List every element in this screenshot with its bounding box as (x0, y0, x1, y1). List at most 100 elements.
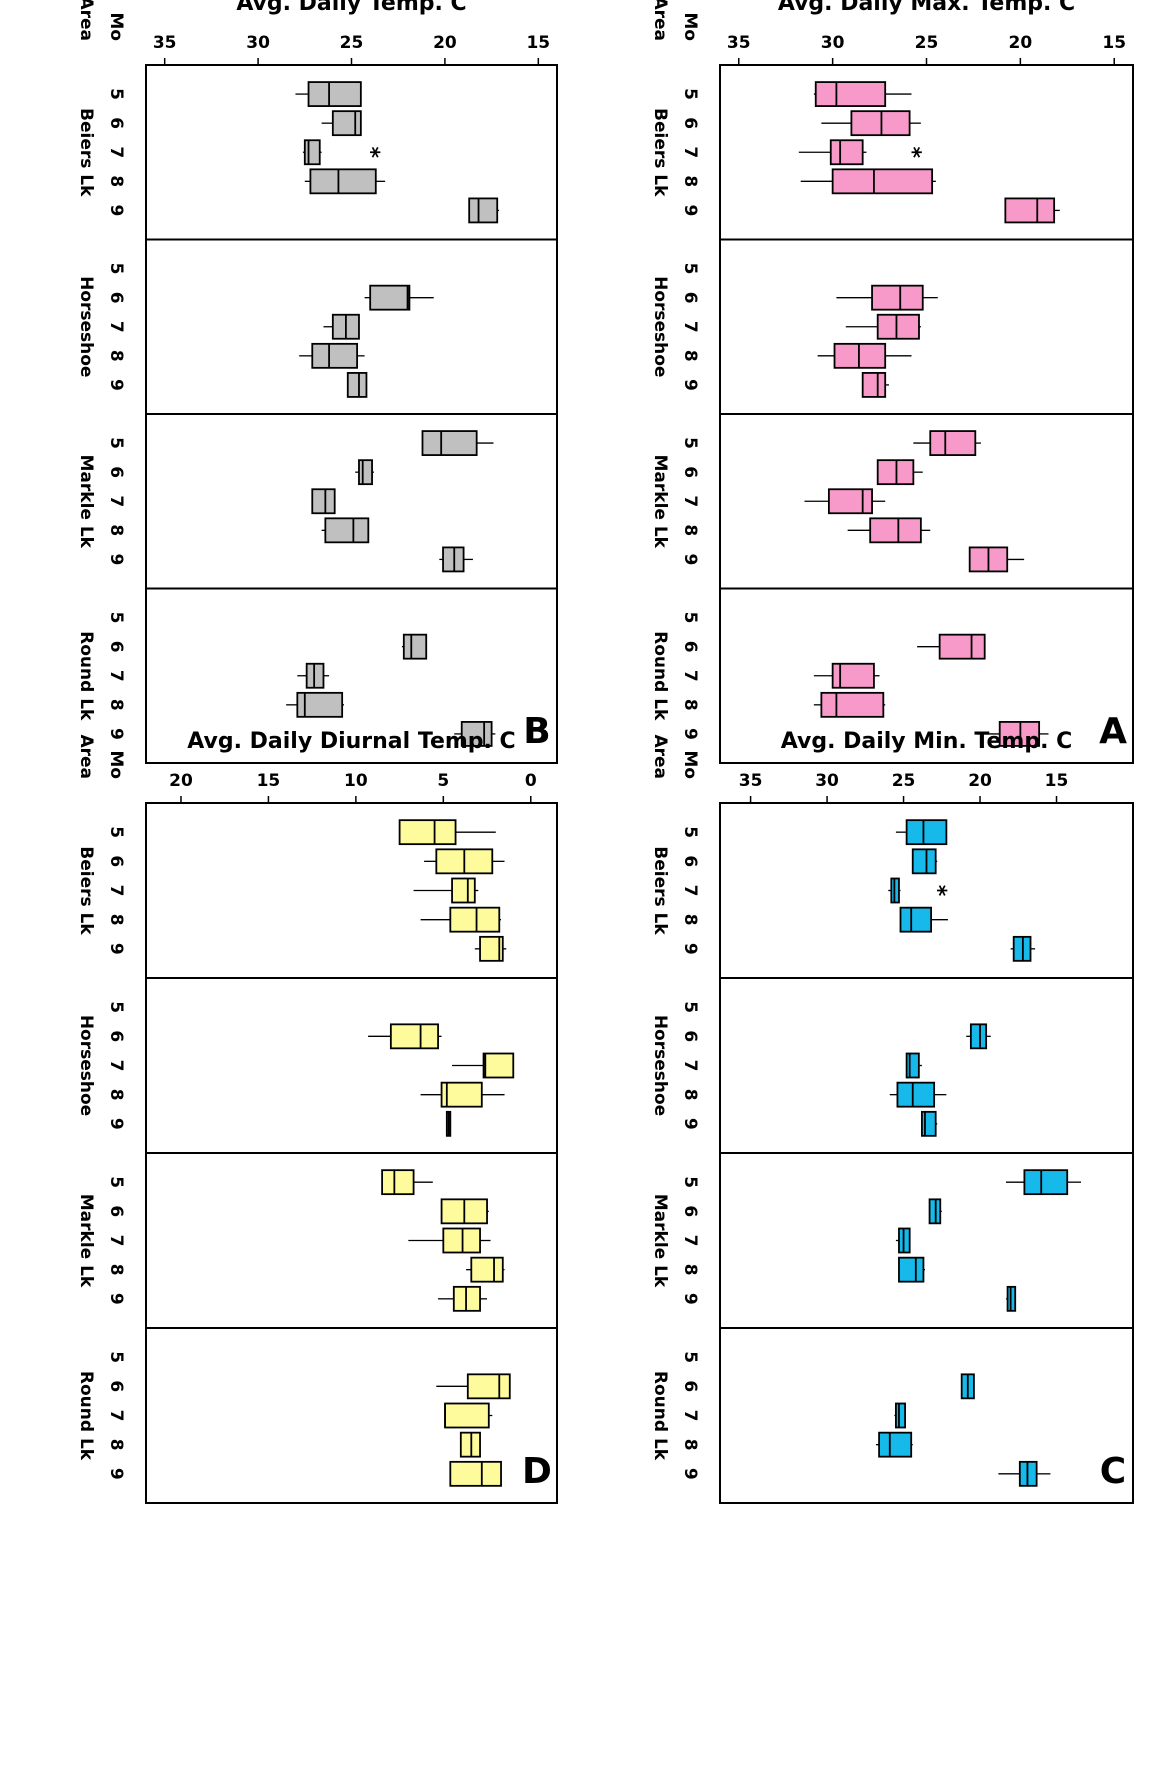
box (869, 517, 922, 544)
month-label: 9 (680, 1468, 700, 1480)
month-label: 6 (106, 117, 126, 129)
y-tick-label: 25 (915, 33, 939, 53)
y-tick-label: 20 (433, 33, 457, 53)
month-label: 5 (106, 612, 126, 624)
panel-b: 15 20 25 30 35 Avg. Daily Temp. C Mo Area B Beier… (76, 0, 558, 764)
area-label: Horseshoe (76, 1015, 96, 1116)
box (876, 459, 915, 486)
box (440, 1081, 483, 1108)
box (1004, 197, 1056, 224)
month-label: 7 (106, 1060, 126, 1072)
xlabel-mo: Mo (106, 750, 126, 779)
month-label: 6 (680, 1205, 700, 1217)
month-label: 9 (680, 553, 700, 565)
box (466, 1373, 511, 1400)
area-label: Beiers Lk (76, 846, 96, 935)
month-label: 5 (680, 612, 700, 624)
box (421, 430, 478, 456)
month-label: 9 (106, 728, 126, 740)
month-label: 8 (106, 1264, 126, 1276)
box (938, 633, 986, 660)
y-tick-label: 30 (821, 33, 845, 53)
box (871, 284, 924, 311)
area-label: Beiers Lk (650, 846, 670, 935)
month-label: 7 (680, 146, 700, 158)
area-label: Beiers Lk (650, 108, 670, 197)
area-label: Horseshoe (650, 1015, 670, 1116)
month-label: 9 (106, 204, 126, 216)
box (899, 906, 932, 933)
month-label: 6 (680, 855, 700, 867)
y-axis-title: Avg. Daily Diurnal Temp. C (187, 729, 515, 754)
box (831, 168, 934, 195)
area-label: Round Lk (650, 631, 670, 721)
area-label: Markle Lk (76, 1194, 96, 1288)
box (969, 1023, 988, 1050)
panel-label: D (522, 1451, 552, 1492)
month-label: 9 (106, 553, 126, 565)
month-label: 6 (106, 641, 126, 653)
xlabel-area: Area (76, 0, 96, 41)
month-label: 5 (680, 1176, 700, 1188)
panel-a: 15 20 25 30 35 Avg. Daily Max. Temp. C Mo Area A… (650, 0, 1134, 764)
xlabel-mo: Mo (680, 750, 700, 779)
y-tick-label: 35 (739, 771, 763, 791)
month-label: 9 (106, 1118, 126, 1130)
month-label: 5 (106, 826, 126, 838)
month-label: 9 (680, 379, 700, 391)
box (311, 488, 336, 515)
area-label: Round Lk (76, 631, 96, 721)
month-label: 6 (680, 1030, 700, 1042)
month-label: 8 (106, 1089, 126, 1101)
month-label: 9 (680, 728, 700, 740)
box (998, 721, 1041, 747)
y-tick-label: 0 (525, 771, 537, 791)
month-label: 7 (680, 670, 700, 682)
panel-label: A (1099, 711, 1127, 752)
box (820, 691, 885, 718)
y-axis-title: Avg. Daily Temp. C (236, 0, 466, 16)
month-label: 6 (680, 117, 700, 129)
box (898, 1256, 925, 1283)
box (311, 342, 359, 369)
box (444, 1402, 490, 1429)
box (470, 1256, 504, 1283)
area-label: Markle Lk (650, 1194, 670, 1288)
box (850, 110, 911, 137)
month-label: 7 (680, 1235, 700, 1247)
month-label: 5 (106, 1176, 126, 1188)
month-label: 9 (680, 1118, 700, 1130)
month-label: 8 (106, 1439, 126, 1451)
outlier-marker: * (925, 885, 950, 897)
box (895, 1402, 906, 1429)
month-label: 8 (680, 1264, 700, 1276)
area-label: Beiers Lk (76, 108, 96, 197)
month-label: 6 (106, 466, 126, 478)
month-label: 9 (680, 943, 700, 955)
month-label: 7 (106, 146, 126, 158)
box (896, 1081, 936, 1108)
month-label: 5 (680, 1001, 700, 1013)
box (402, 633, 428, 660)
box (398, 819, 457, 846)
area-label: Markle Lk (650, 455, 670, 549)
month-label: 6 (106, 1030, 126, 1042)
box (861, 372, 887, 398)
box (449, 906, 501, 933)
area-label: Round Lk (76, 1371, 96, 1461)
y-tick-label: 10 (344, 771, 368, 791)
y-tick-label: 20 (968, 771, 992, 791)
y-axis-title: Avg. Daily Min. Temp. C (781, 729, 1073, 754)
month-label: 5 (106, 88, 126, 100)
box (389, 1023, 439, 1050)
month-label: 7 (106, 885, 126, 897)
box (442, 546, 465, 573)
box (309, 168, 377, 195)
month-label: 5 (680, 437, 700, 449)
y-tick-label: 15 (1045, 771, 1069, 791)
area-label: Horseshoe (76, 276, 96, 377)
month-label: 7 (106, 1410, 126, 1422)
